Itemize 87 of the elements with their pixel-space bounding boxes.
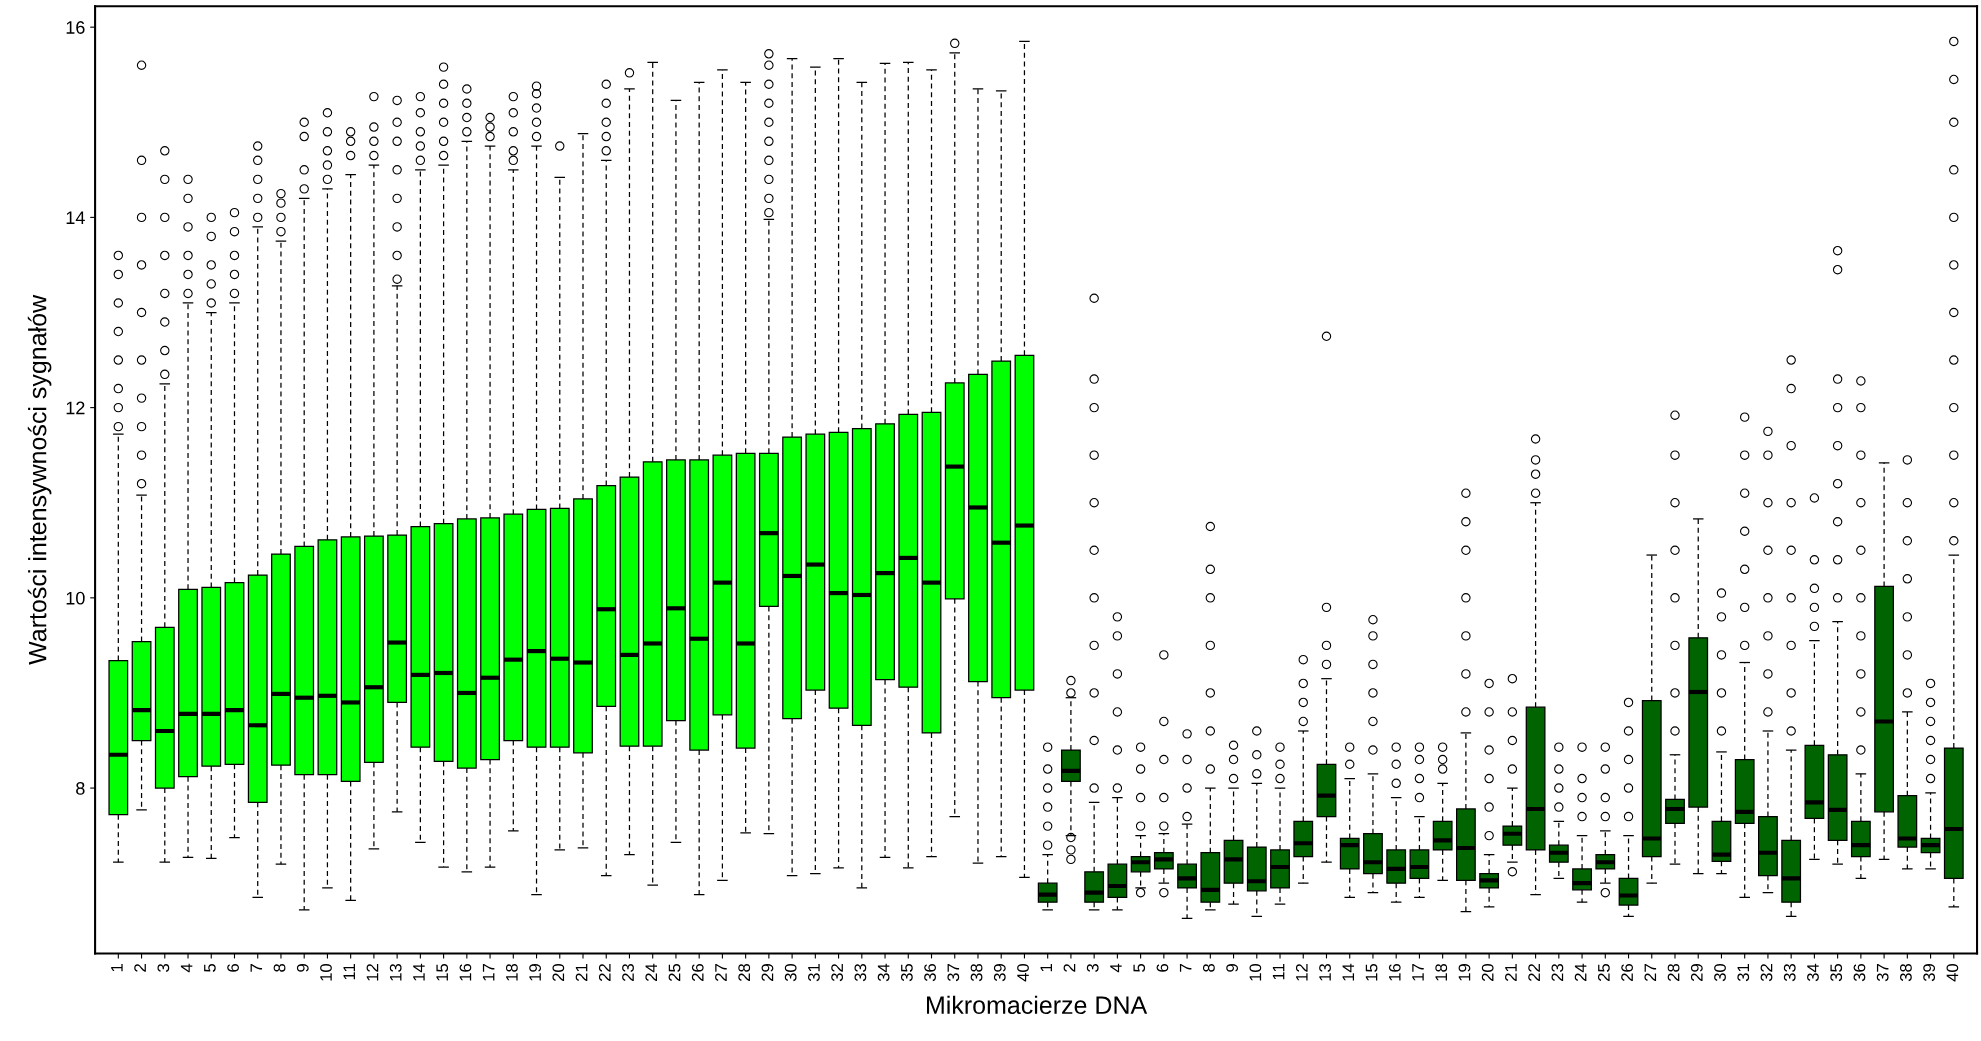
x-tick-label: 29	[1690, 964, 1703, 981]
x-tick-label: 38	[1900, 964, 1912, 982]
x-tick-label: 21	[575, 964, 588, 981]
x-tick-label: 10	[320, 963, 332, 981]
x-tick-label: 7	[1179, 964, 1192, 972]
x-tick-label: 38	[970, 964, 983, 982]
x-tick-label: 15	[436, 963, 449, 981]
x-tick-label: 2	[1063, 964, 1076, 972]
x-tick-label: 22	[598, 964, 611, 981]
x-tick-label: 5	[1133, 963, 1146, 972]
x-tick-label: 17	[1412, 964, 1424, 981]
x-tick-label: 6	[1156, 964, 1169, 972]
x-tick-label: 11	[1272, 964, 1285, 980]
x-tick-label: 9	[296, 964, 309, 972]
x-tick-label: 11	[343, 964, 355, 980]
x-tick-label: 30	[784, 963, 797, 982]
x-tick-label: 20	[552, 963, 565, 981]
x-tick-label: 25	[1597, 963, 1610, 981]
x-tick-label: 16	[459, 964, 472, 981]
x-tick-label: 36	[1853, 964, 1866, 982]
x-tick-label: 33	[854, 964, 867, 982]
x-tick-label: 37	[947, 964, 960, 982]
x-tick-label: 4	[1110, 963, 1122, 973]
x-tick-label: 4	[180, 963, 193, 973]
x-tick-label: 29	[761, 964, 774, 981]
x-tick-label: 2	[134, 964, 146, 972]
x-tick-label: 17	[482, 964, 495, 981]
x-tick-label: 28	[1667, 964, 1680, 981]
x-tick-label: 34	[877, 963, 890, 982]
x-tick-label: 34	[1807, 963, 1819, 982]
x-tick-label: 19	[1458, 964, 1471, 981]
y-axis-title: Wartości intensywności sygnałów	[27, 294, 52, 665]
y-tick-label: 12	[66, 401, 85, 415]
x-tick-label: 7	[250, 964, 263, 972]
y-tick-label: 14	[66, 211, 85, 224]
x-tick-label: 32	[831, 964, 844, 982]
x-tick-label: 33	[1783, 964, 1796, 982]
x-tick-label: 18	[505, 964, 518, 981]
x-tick-label: 40	[1017, 963, 1029, 982]
x-tick-label: 18	[1435, 964, 1448, 981]
x-tick-label: 1	[111, 964, 123, 972]
x-tick-label: 10	[1249, 963, 1262, 981]
x-tick-label: 13	[1319, 964, 1331, 981]
x-tick-label: 15	[1365, 963, 1378, 981]
x-tick-label: 8	[1202, 964, 1215, 972]
x-tick-label: 16	[1388, 964, 1401, 981]
x-tick-label: 27	[1644, 964, 1657, 981]
x-tick-label: 12	[1295, 964, 1308, 981]
x-tick-label: 25	[668, 963, 681, 981]
x-tick-label: 22	[1528, 964, 1540, 981]
x-tick-label: 23	[622, 964, 634, 981]
x-tick-label: 1	[1040, 964, 1052, 972]
x-tick-label: 23	[1551, 964, 1564, 981]
x-tick-label: 40	[1946, 963, 1959, 982]
x-tick-label: 14	[1342, 963, 1355, 981]
x-tick-label: 28	[738, 964, 751, 981]
x-tick-label: 21	[1505, 964, 1517, 981]
x-tick-label: 31	[808, 964, 820, 982]
x-tick-label: 9	[1226, 964, 1239, 972]
x-tick-label: 14	[413, 963, 425, 981]
x-tick-label: 36	[924, 964, 936, 982]
x-tick-label: 6	[227, 964, 239, 972]
x-tick-label: 37	[1876, 964, 1889, 982]
x-tick-label: 3	[1086, 964, 1099, 972]
x-tick-label: 30	[1714, 963, 1726, 982]
x-tick-label: 13	[389, 964, 402, 981]
x-tick-label: 39	[993, 964, 1006, 982]
x-tick-label: 24	[645, 963, 658, 981]
x-tick-label: 27	[715, 964, 727, 981]
x-tick-label: 26	[1621, 964, 1633, 981]
x-tick-label: 35	[1830, 963, 1843, 982]
y-tick-label: 10	[66, 591, 85, 605]
x-tick-label: 39	[1923, 964, 1936, 982]
x-tick-label: 12	[366, 964, 379, 981]
x-tick-label: 26	[691, 964, 704, 981]
x-tick-label: 31	[1737, 964, 1750, 982]
y-tick-label: 8	[76, 782, 85, 795]
x-tick-label: 20	[1481, 963, 1494, 981]
x-tick-label: 19	[529, 964, 542, 981]
y-tick-label: 16	[66, 21, 85, 34]
x-tick-label: 3	[157, 964, 170, 972]
x-tick-label: 35	[900, 963, 913, 982]
x-tick-label: 32	[1760, 964, 1773, 982]
x-tick-label: 24	[1574, 963, 1587, 981]
x-tick-label: 5	[204, 963, 216, 972]
x-axis-title: Mikromacierze DNA	[926, 995, 1148, 1015]
x-tick-label: 8	[273, 964, 286, 972]
